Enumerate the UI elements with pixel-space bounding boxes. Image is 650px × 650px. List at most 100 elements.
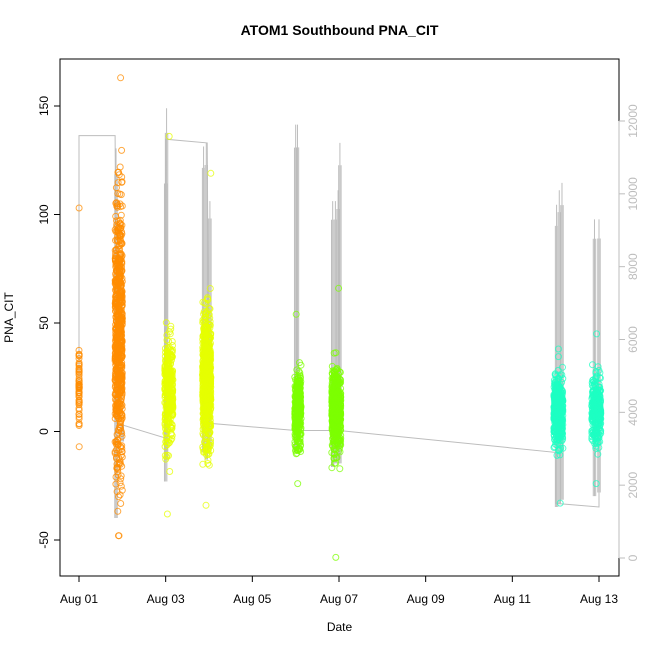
data-point [201, 438, 209, 446]
data-point [164, 438, 172, 446]
data-point [291, 425, 299, 433]
data-point [200, 378, 208, 386]
y2-tick-label: 0 [626, 554, 640, 561]
data-point [112, 263, 120, 271]
data-point [201, 406, 209, 414]
data-point [201, 350, 208, 358]
data-point [206, 285, 214, 292]
data-point [116, 479, 124, 487]
data-point [165, 439, 173, 447]
data-point [556, 422, 564, 430]
data-point [75, 368, 83, 376]
data-point [328, 379, 336, 387]
data-point [165, 337, 173, 345]
data-point [114, 229, 122, 237]
data-point [114, 507, 122, 515]
data-point [161, 452, 169, 459]
data-point [207, 447, 215, 454]
data-point [118, 230, 126, 238]
data-point [112, 245, 120, 253]
data-point [297, 405, 305, 413]
data-point [294, 480, 302, 488]
data-point [332, 553, 340, 561]
data-point [292, 424, 300, 432]
data-point [116, 278, 124, 286]
data-point [118, 359, 126, 367]
data-point [115, 171, 123, 179]
data-point [118, 462, 126, 470]
data-point [292, 310, 300, 318]
data-point [112, 411, 120, 419]
data-point [558, 430, 566, 438]
data-point [334, 432, 342, 440]
data-point [293, 366, 301, 374]
data-point [117, 451, 125, 459]
data-point [292, 400, 300, 408]
data-point [590, 378, 598, 386]
data-point [163, 348, 171, 355]
data-point [202, 358, 210, 366]
data-point [117, 283, 125, 291]
data-point [328, 370, 336, 378]
data-point [554, 345, 562, 353]
data-point [203, 443, 211, 451]
data-point [553, 372, 561, 380]
data-point [296, 434, 304, 442]
data-point [116, 458, 124, 466]
data-point [296, 380, 304, 388]
data-point [168, 408, 176, 416]
data-point [112, 199, 120, 207]
data-point [114, 179, 122, 187]
data-point [335, 284, 343, 292]
data-point [113, 335, 121, 343]
x-tick-label: Aug 11 [494, 592, 531, 606]
data-point [113, 203, 121, 211]
data-point [206, 442, 214, 449]
data-point [116, 328, 124, 336]
y-tick-label: 0 [37, 428, 51, 435]
data-point [166, 401, 174, 409]
data-point [331, 442, 339, 449]
data-point [116, 273, 124, 281]
data-point [590, 409, 598, 417]
x-axis-label: Date [327, 620, 353, 634]
y-tick-label: 100 [37, 204, 51, 224]
data-point [118, 258, 126, 265]
data-point [331, 459, 339, 467]
data-point [166, 468, 174, 475]
data-point [296, 388, 304, 396]
data-point [553, 386, 560, 393]
data-point [161, 416, 169, 424]
data-point [75, 422, 83, 429]
data-point [168, 381, 176, 389]
data-point [336, 413, 344, 420]
data-point [166, 423, 174, 431]
data-point [116, 389, 124, 397]
data-point [295, 377, 303, 385]
data-point [163, 381, 171, 389]
data-point [165, 452, 172, 460]
data-point [596, 374, 604, 381]
data-point [201, 425, 209, 433]
data-point [555, 447, 563, 455]
data-point [163, 510, 171, 518]
data-point [114, 468, 122, 476]
data-point [596, 421, 604, 429]
data-point [113, 345, 121, 353]
data-point [115, 532, 123, 540]
data-point [590, 429, 598, 437]
data-point [336, 407, 343, 415]
data-point [205, 412, 213, 420]
data-point [113, 381, 121, 389]
data-point [199, 316, 207, 324]
data-point [559, 375, 567, 383]
x-tick-label: Aug 05 [233, 592, 271, 606]
y2-tick-label: 10000 [626, 177, 640, 211]
data-point [112, 299, 120, 307]
data-point [118, 445, 126, 453]
data-point [75, 361, 83, 368]
data-point [204, 460, 212, 467]
data-point [589, 401, 597, 409]
data-point [559, 363, 566, 371]
x-tick-label: Aug 01 [60, 592, 98, 606]
